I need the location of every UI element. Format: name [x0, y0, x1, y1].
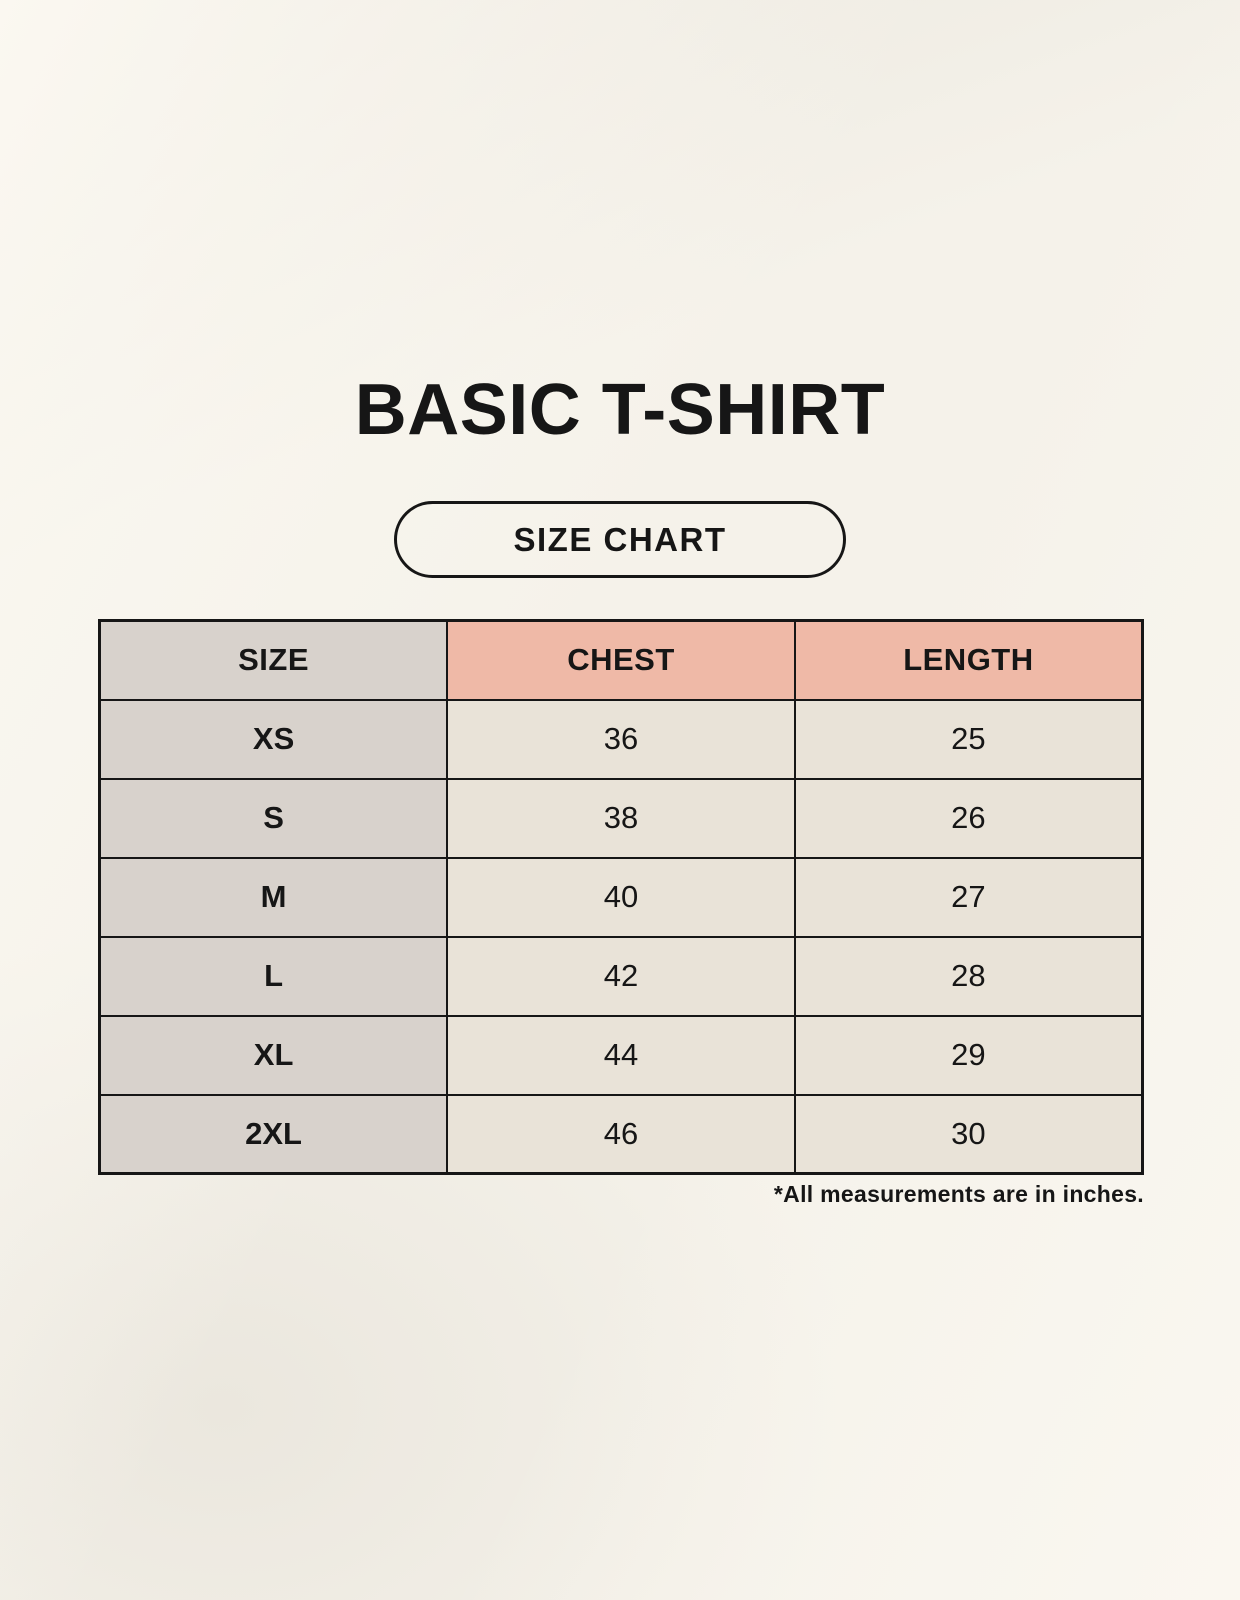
- column-header-chest: CHEST: [446, 619, 796, 701]
- chest-value: 40: [446, 856, 796, 938]
- length-value: 25: [793, 698, 1144, 780]
- size-label: M: [98, 856, 449, 938]
- chest-value: 38: [446, 777, 796, 859]
- table-row-m: M 40 27: [98, 856, 1144, 938]
- length-value: 27: [793, 856, 1144, 938]
- table-row-2xl: 2XL 46 30: [98, 1093, 1144, 1175]
- length-value: 29: [793, 1014, 1144, 1096]
- table-row-xl: XL 44 29: [98, 1014, 1144, 1096]
- size-chart-badge[interactable]: SIZE CHART: [394, 501, 846, 578]
- measurements-footnote: *All measurements are in inches.: [773, 1181, 1144, 1207]
- size-label: XS: [98, 698, 449, 780]
- size-label: XL: [98, 1014, 449, 1096]
- chest-value: 44: [446, 1014, 796, 1096]
- chest-value: 42: [446, 935, 796, 1017]
- column-header-size: SIZE: [98, 619, 449, 701]
- table-row-s: S 38 26: [98, 777, 1144, 859]
- size-label: S: [98, 777, 449, 859]
- size-label: 2XL: [98, 1093, 449, 1175]
- length-value: 28: [793, 935, 1144, 1017]
- table-header-row: SIZE CHEST LENGTH: [98, 619, 1144, 701]
- page-title: BASIC T-SHIRT: [354, 370, 886, 450]
- length-value: 26: [793, 777, 1144, 859]
- size-label: L: [98, 935, 449, 1017]
- table-row-l: L 42 28: [98, 935, 1144, 1017]
- column-header-length: LENGTH: [793, 619, 1144, 701]
- table-row-xs: XS 36 25: [98, 698, 1144, 780]
- chest-value: 46: [446, 1093, 796, 1175]
- length-value: 30: [793, 1093, 1144, 1175]
- size-table: SIZE CHEST LENGTH XS 36 25 S 38 26 M 40 …: [98, 619, 1144, 1175]
- size-chart-badge-label: SIZE CHART: [513, 520, 727, 558]
- chest-value: 36: [446, 698, 796, 780]
